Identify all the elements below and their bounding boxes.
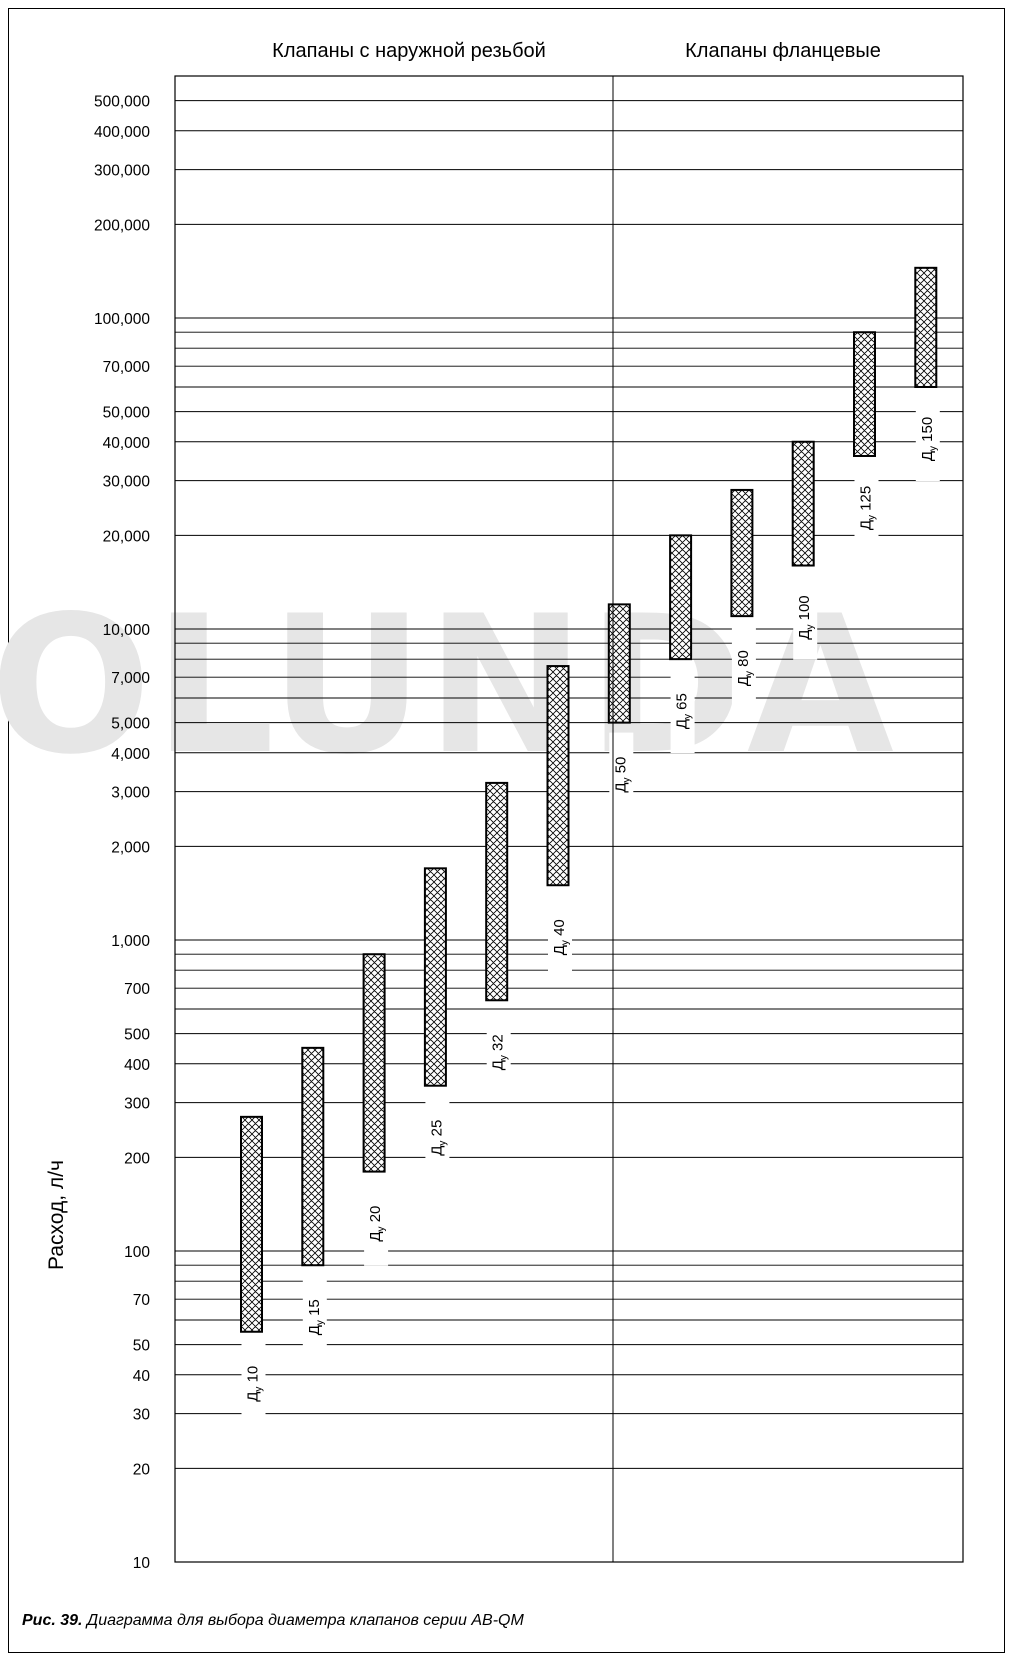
plot-area [174, 75, 964, 1563]
bar-label-bg [241, 1341, 266, 1426]
y-tick-label: 300,000 [94, 163, 150, 180]
flow-bar-du-100 [791, 440, 815, 567]
bar-label-du-150: Ду 150 [919, 417, 939, 461]
bar-label-bg [915, 396, 940, 481]
y-tick-label: 40 [133, 1368, 151, 1385]
y-tick-label: 100 [124, 1244, 150, 1261]
y-tick-label: 40,000 [103, 435, 151, 452]
y-tick-label: 5,000 [111, 716, 150, 733]
bar-label-du-40: Ду 40 [551, 919, 571, 955]
flow-bar-du-10 [240, 1115, 263, 1333]
flow-bar-du-32 [485, 781, 509, 1002]
flow-bar-du-20 [362, 953, 386, 1173]
y-tick-label: 7,000 [111, 670, 150, 687]
bar-label-bg [302, 1275, 327, 1360]
y-tick-label: 1,000 [111, 933, 150, 950]
bar-label-du-125: Ду 125 [858, 486, 878, 530]
caption-text: Диаграмма для выбора диаметра клапанов с… [82, 1612, 524, 1629]
y-tick-label: 10,000 [103, 622, 151, 639]
section-title-flanged: Клапаны фланцевые [685, 40, 881, 62]
bar-label-du-15: Ду 15 [306, 1299, 326, 1335]
bar-label-bg [731, 626, 756, 711]
bar-label-du-25: Ду 25 [428, 1120, 448, 1156]
flow-bar-du-65 [669, 534, 693, 661]
flow-bar-du-15 [301, 1046, 325, 1267]
chart-frame [8, 8, 1005, 1653]
y-tick-label: 100,000 [94, 311, 150, 328]
bar-label-bg [364, 1181, 389, 1266]
bar-label-bg [425, 1095, 450, 1180]
flow-bar-du-150 [914, 266, 938, 388]
y-tick-label: 20 [133, 1461, 151, 1478]
y-tick-label: 2,000 [111, 839, 150, 856]
bar-label-du-65: Ду 65 [674, 693, 694, 729]
y-tick-label: 4,000 [111, 746, 150, 763]
y-tick-label: 20,000 [103, 528, 151, 545]
y-axis-label: Расход, л/ч [45, 1160, 68, 1270]
y-tick-label: 70,000 [103, 359, 151, 376]
y-tick-label: 10 [133, 1555, 151, 1572]
bar-label-du-32: Ду 32 [490, 1034, 510, 1070]
y-tick-label: 30,000 [103, 474, 151, 491]
y-tick-label: 500 [124, 1027, 150, 1044]
bar-label-bg [793, 575, 818, 660]
y-tick-label: 500,000 [94, 94, 150, 111]
y-tick-label: 70 [133, 1292, 151, 1309]
flow-bar-du-25 [423, 867, 447, 1087]
y-tick-labels: 10 20 30 40 50 70 100 200 300 400 500 700 1,000 2,000… [94, 94, 150, 1572]
bar-label-du-100: Ду 100 [796, 595, 816, 639]
flow-bar-du-80 [730, 488, 754, 618]
y-tick-label: 30 [133, 1407, 151, 1424]
section-title-threaded: Клапаны с наружной резьбой [272, 40, 546, 62]
y-tick-label: 200 [124, 1150, 150, 1167]
bar-label-bg [486, 1010, 511, 1095]
caption-number: Рис. 39. [22, 1612, 83, 1629]
bar-label-bg [854, 465, 879, 550]
y-tick-label: 400 [124, 1057, 150, 1074]
y-tick-label: 50,000 [103, 405, 151, 422]
y-tick-label: 200,000 [94, 217, 150, 234]
bar-label-du-10: Ду 10 [245, 1366, 265, 1402]
flow-bar-du-40 [546, 665, 570, 887]
y-tick-label: 300 [124, 1096, 150, 1113]
y-tick-label: 700 [124, 981, 150, 998]
bar-label-du-20: Ду 20 [367, 1206, 387, 1242]
flow-bar-du-50 [607, 603, 631, 724]
y-tick-label: 400,000 [94, 124, 150, 141]
y-tick-label: 3,000 [111, 785, 150, 802]
bar-label-du-80: Ду 80 [735, 650, 755, 686]
flow-bars [240, 266, 938, 1333]
bar-label-bg [670, 669, 695, 754]
bar-label-bg [548, 895, 572, 980]
bar-label-du-50: Ду 50 [612, 757, 632, 793]
flow-bar-du-125 [853, 331, 876, 457]
y-tick-label: 50 [133, 1338, 151, 1355]
figure-caption: Рис. 39. Диаграмма для выбора диаметра к… [22, 1612, 524, 1630]
bar-labels: Ду 10 Ду 15 Ду 20 Ду 25 Ду 32 Ду 40 Ду 50 Ду 65… [241, 396, 940, 1426]
